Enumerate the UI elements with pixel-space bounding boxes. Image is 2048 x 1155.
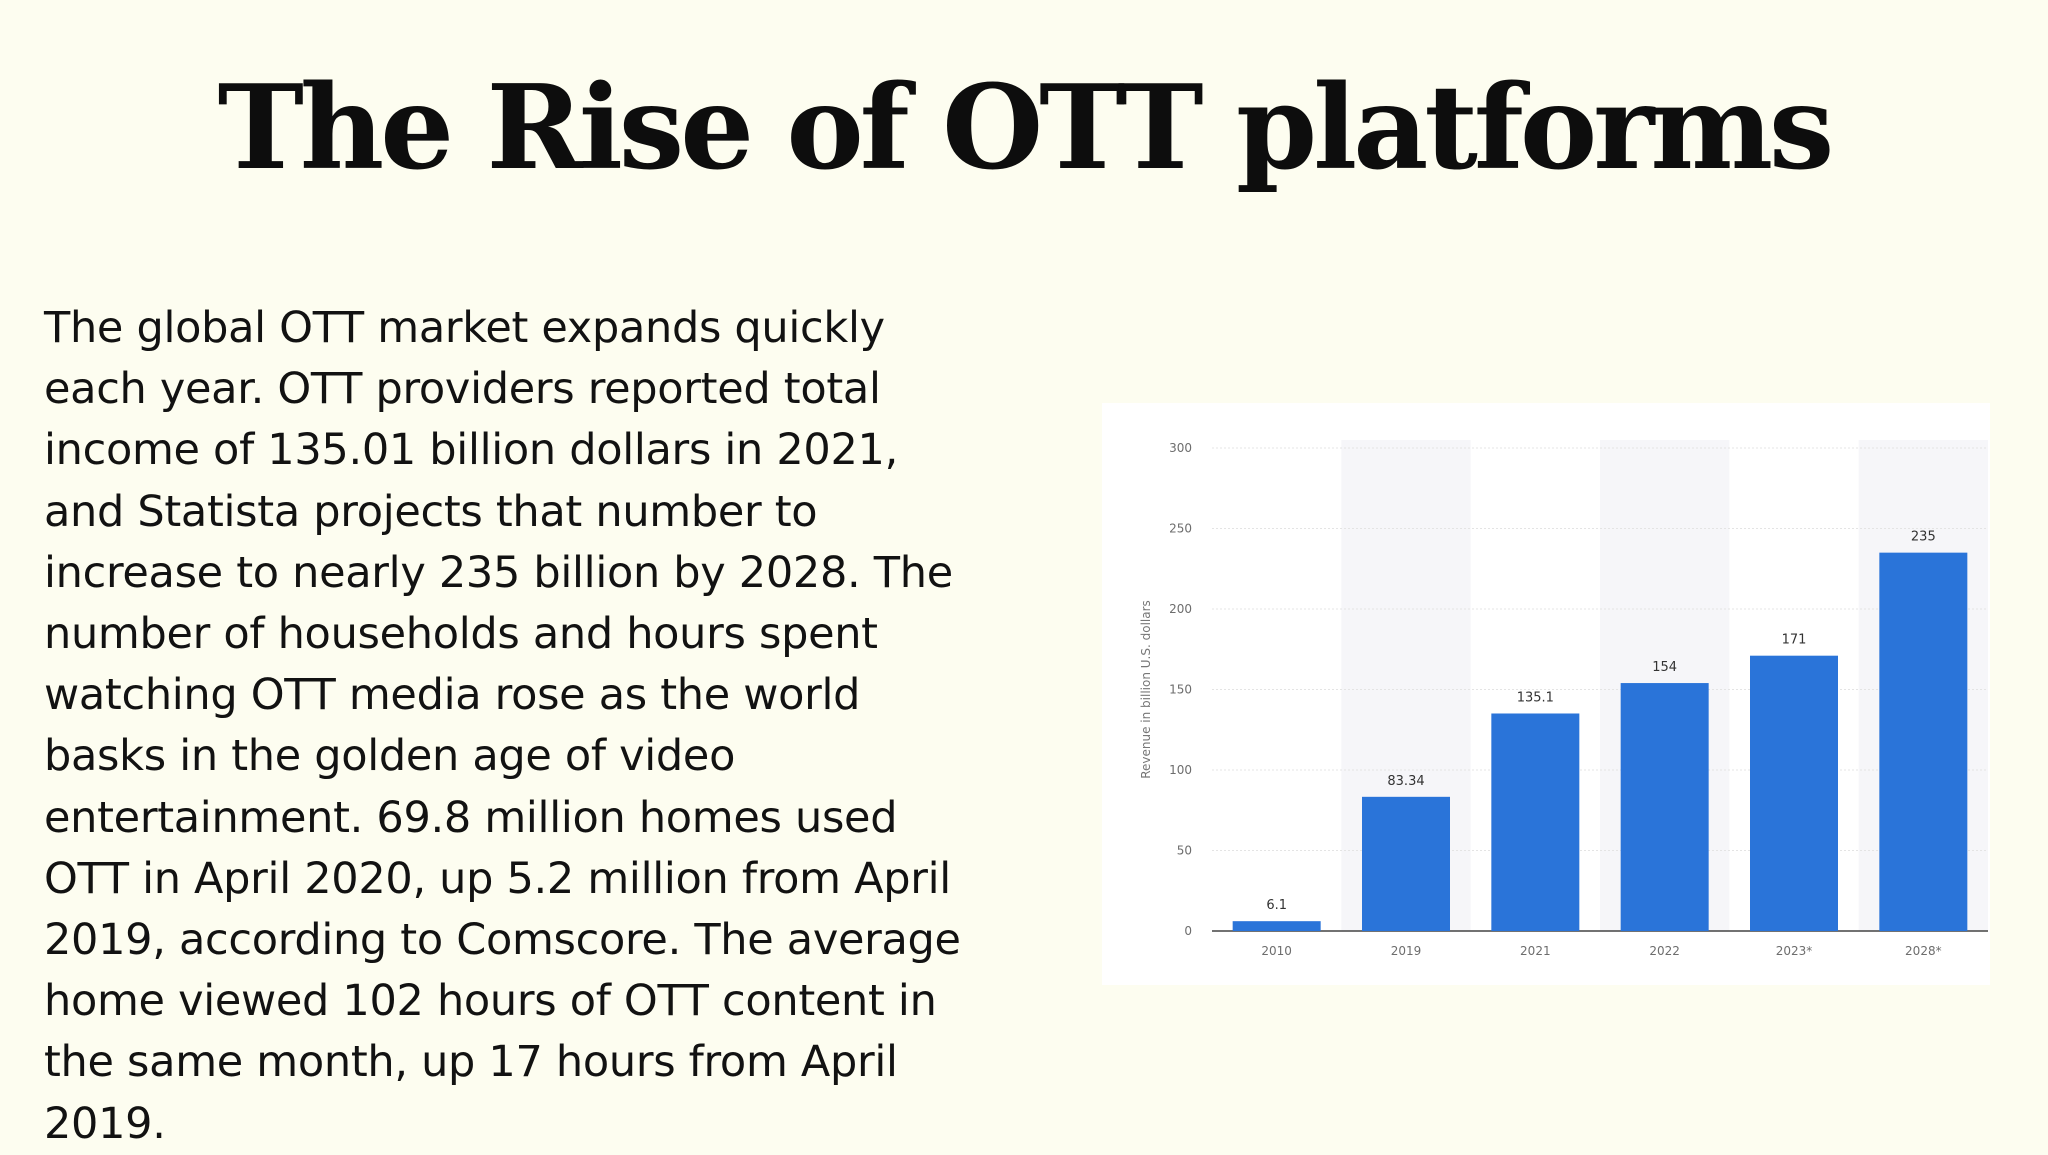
bar-value-label: 171 — [1782, 633, 1807, 648]
y-tick-label: 50 — [1177, 844, 1192, 858]
y-tick-label: 250 — [1169, 522, 1192, 536]
chart-svg: 0 50 100 150 200 250 300 6.1 83.34 135.1 154 171 23… — [1139, 440, 1988, 958]
bar-value-label: 83.34 — [1387, 774, 1424, 789]
bar-2010 — [1232, 921, 1321, 931]
bar-2022 — [1620, 683, 1709, 931]
y-tick-label: 150 — [1169, 683, 1192, 697]
x-tick-label: 2028* — [1905, 944, 1942, 958]
chart-bars — [1232, 552, 1968, 931]
bar-value-label: 154 — [1652, 660, 1677, 675]
x-tick-label: 2010 — [1261, 944, 1292, 958]
bar-2019 — [1362, 796, 1450, 931]
x-tick-label: 2019 — [1391, 944, 1422, 958]
y-tick-labels: 0 50 100 150 200 250 300 — [1169, 441, 1192, 938]
y-tick-label: 100 — [1169, 763, 1192, 777]
y-tick-label: 0 — [1184, 924, 1192, 938]
y-axis-title: Revenue in billion U.S. dollars — [1139, 600, 1153, 779]
y-tick-label: 300 — [1169, 441, 1192, 455]
x-tick-label: 2022 — [1649, 944, 1680, 958]
revenue-bar-chart: 0 50 100 150 200 250 300 6.1 83.34 135.1 154 171 23… — [1102, 403, 1990, 985]
bar-2021 — [1491, 713, 1580, 931]
bar-2023f — [1750, 655, 1838, 931]
bar-value-label: 235 — [1911, 530, 1936, 545]
x-tick-label: 2021 — [1520, 944, 1551, 958]
bar-value-labels: 6.1 83.34 135.1 154 171 235 — [1266, 530, 1935, 914]
bar-value-label: 135.1 — [1517, 690, 1554, 705]
bar-2028f — [1879, 552, 1968, 931]
bar-value-label: 6.1 — [1266, 898, 1287, 913]
x-tick-label: 2023* — [1776, 944, 1813, 958]
y-tick-label: 200 — [1169, 602, 1192, 616]
slide-title: The Rise of OTT platforms — [217, 60, 1835, 196]
chart-gridlines — [1212, 447, 1988, 932]
body-paragraph: The global OTT market expands quickly ea… — [44, 303, 961, 1149]
x-category-labels: 2010 2019 2021 2022 2023* 2028* — [1261, 944, 1941, 958]
